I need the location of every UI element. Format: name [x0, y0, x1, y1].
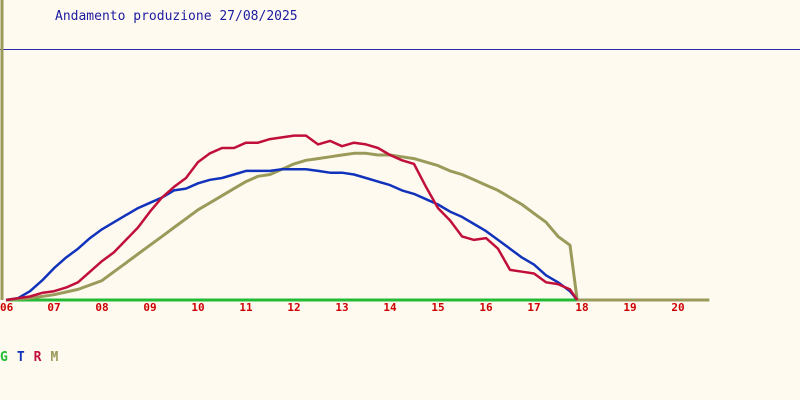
x-tick-label: 12 [287, 301, 300, 314]
x-tick-label: 09 [143, 301, 156, 314]
x-tick-label: 15 [431, 301, 444, 314]
legend-item-t: T [16, 350, 25, 365]
x-tick-label: 06 [0, 301, 14, 314]
chart-title: Andamento produzione 27/08/2025 [55, 9, 298, 24]
series-line-t [5, 167, 579, 302]
series-line-m [5, 151, 710, 302]
x-tick-label: 20 [671, 301, 684, 314]
legend-item-g: G [0, 350, 8, 365]
x-tick-label: 19 [623, 301, 636, 314]
x-tick-labels: 06 07 08 09 10 11 12 13 14 15 16 17 18 19 20 [0, 301, 685, 314]
x-tick-label: 11 [239, 301, 253, 314]
x-tick-label: 10 [191, 301, 204, 314]
x-tick-label: 17 [527, 301, 540, 314]
x-tick-label: 08 [95, 301, 108, 314]
x-tick-label: 07 [47, 301, 60, 314]
series-layer [5, 134, 710, 302]
legend-item-r: R [33, 350, 42, 365]
legend-item-m: M [50, 350, 59, 365]
x-tick-label: 13 [335, 301, 348, 314]
x-tick-label: 14 [383, 301, 397, 314]
x-tick-label: 18 [575, 301, 588, 314]
x-tick-label: 16 [479, 301, 493, 314]
series-line-r [5, 134, 579, 302]
